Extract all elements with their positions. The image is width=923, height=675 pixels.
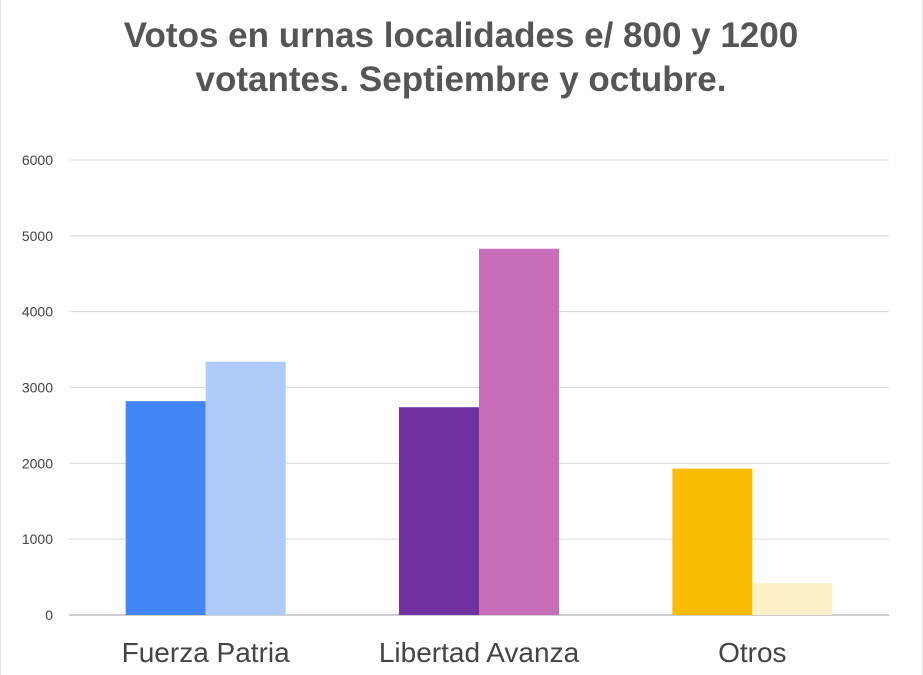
x-category-label: Otros [718, 637, 786, 668]
x-category-label: Libertad Avanza [379, 637, 580, 668]
y-tick-label: 3000 [22, 380, 53, 396]
chart-title: Votos en urnas localidades e/ 800 y 1200… [123, 16, 799, 99]
bar-otros-2 [752, 583, 833, 615]
bar-libertad-avanza-1 [399, 407, 479, 615]
bar-otros-1 [672, 468, 753, 615]
y-tick-label: 0 [45, 607, 53, 623]
y-tick-label: 6000 [22, 152, 53, 168]
x-category-label: Fuerza Patria [122, 637, 290, 668]
bar-fuerza-patria-2 [205, 361, 286, 615]
bars [125, 248, 833, 615]
x-axis-labels: Fuerza Patria Libertad Avanza Otros [122, 637, 787, 668]
bar-libertad-avanza-2 [479, 248, 559, 615]
y-tick-label: 5000 [22, 228, 53, 244]
y-tick-label: 4000 [22, 304, 53, 320]
bar-fuerza-patria-1 [125, 401, 206, 615]
y-axis-ticks: 0 1000 2000 3000 4000 5000 6000 [22, 152, 53, 623]
y-tick-label: 2000 [22, 455, 53, 471]
y-tick-label: 1000 [22, 531, 53, 547]
